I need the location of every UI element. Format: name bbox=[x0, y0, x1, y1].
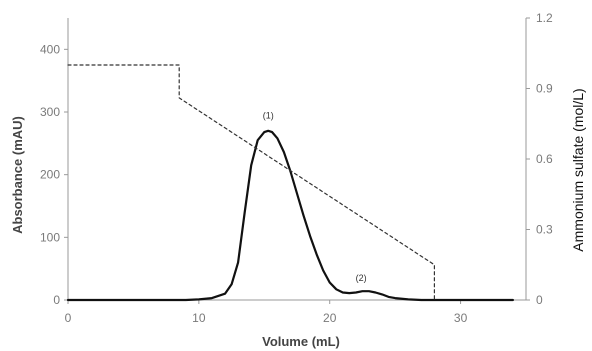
x-tick-label: 10 bbox=[192, 311, 206, 325]
y-tick-label: 200 bbox=[40, 168, 60, 182]
y-tick-label: 0 bbox=[53, 293, 60, 307]
x-tick-label: 30 bbox=[454, 311, 468, 325]
x-axis-label: Volume (mL) bbox=[262, 334, 340, 349]
y2-tick-label: 0.9 bbox=[536, 82, 553, 96]
y2-tick-label: 0.3 bbox=[536, 223, 553, 237]
absorbance-line bbox=[66, 129, 515, 302]
peak-annotations: (1) (2) bbox=[263, 110, 367, 283]
y2-tick-label: 1.2 bbox=[536, 11, 553, 25]
y-tick-label: 300 bbox=[40, 105, 60, 119]
x-tick-label: 0 bbox=[65, 311, 72, 325]
data-series bbox=[66, 64, 515, 302]
peak-label-2: (2) bbox=[356, 273, 367, 283]
x-tick-label: 20 bbox=[323, 311, 337, 325]
y2-tick-label: 0.6 bbox=[536, 152, 553, 166]
y-tick-label: 400 bbox=[40, 42, 60, 56]
y-tick-label: 100 bbox=[40, 230, 60, 244]
peak-label-1: (1) bbox=[263, 110, 274, 120]
chart-axes bbox=[64, 17, 530, 304]
y2-tick-label: 0 bbox=[536, 293, 543, 307]
y-axis-label: Absorbance (mAU) bbox=[10, 116, 25, 234]
y2-axis-label: Ammonium sulfate (mol/L) bbox=[570, 88, 586, 251]
ammonium-sulfate-gradient-line bbox=[67, 64, 435, 301]
